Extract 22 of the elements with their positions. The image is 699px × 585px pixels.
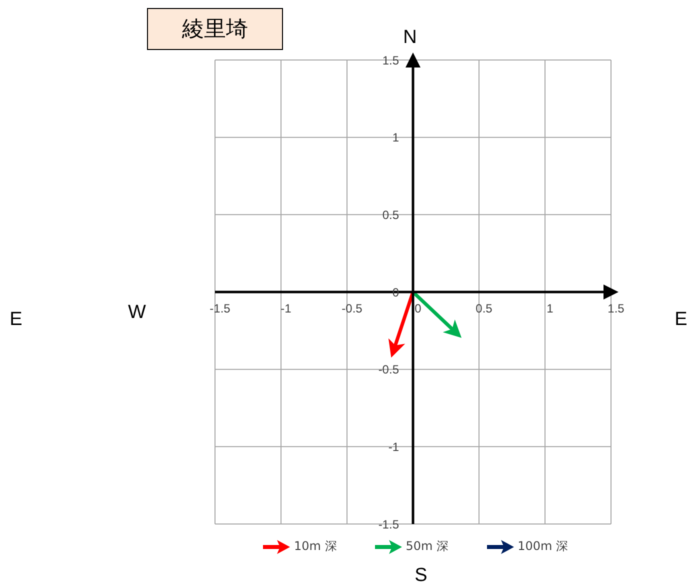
y-tick-label: 1.5 xyxy=(382,53,400,68)
legend-label: 10m 深 xyxy=(294,538,337,555)
y-tick-label: -1 xyxy=(388,440,400,454)
x-tick-label: 1.5 xyxy=(608,302,625,316)
x-tick-label: 1 xyxy=(546,302,554,316)
y-tick-label: 0.5 xyxy=(382,208,400,222)
text: W xyxy=(127,301,147,325)
x-tick-label: -1 xyxy=(280,302,292,316)
x-tick-label: 0 xyxy=(414,302,422,316)
text: N xyxy=(402,26,418,50)
text: E xyxy=(674,308,688,332)
x-tick-label: 0.5 xyxy=(476,302,493,316)
y-tick-label: -1.5 xyxy=(378,517,400,532)
y-tick-label: 1 xyxy=(392,130,400,145)
x-tick-label: -0.5 xyxy=(342,302,363,316)
legend-label: 50m 深 xyxy=(406,538,449,555)
text: S xyxy=(414,564,428,585)
y-tick-label: -0.5 xyxy=(378,362,400,377)
legend-label: 100m 深 xyxy=(518,538,568,555)
chart-title: 綾里埼 xyxy=(147,8,283,50)
x-tick-label: -1.5 xyxy=(210,302,231,316)
text: E xyxy=(8,308,24,332)
